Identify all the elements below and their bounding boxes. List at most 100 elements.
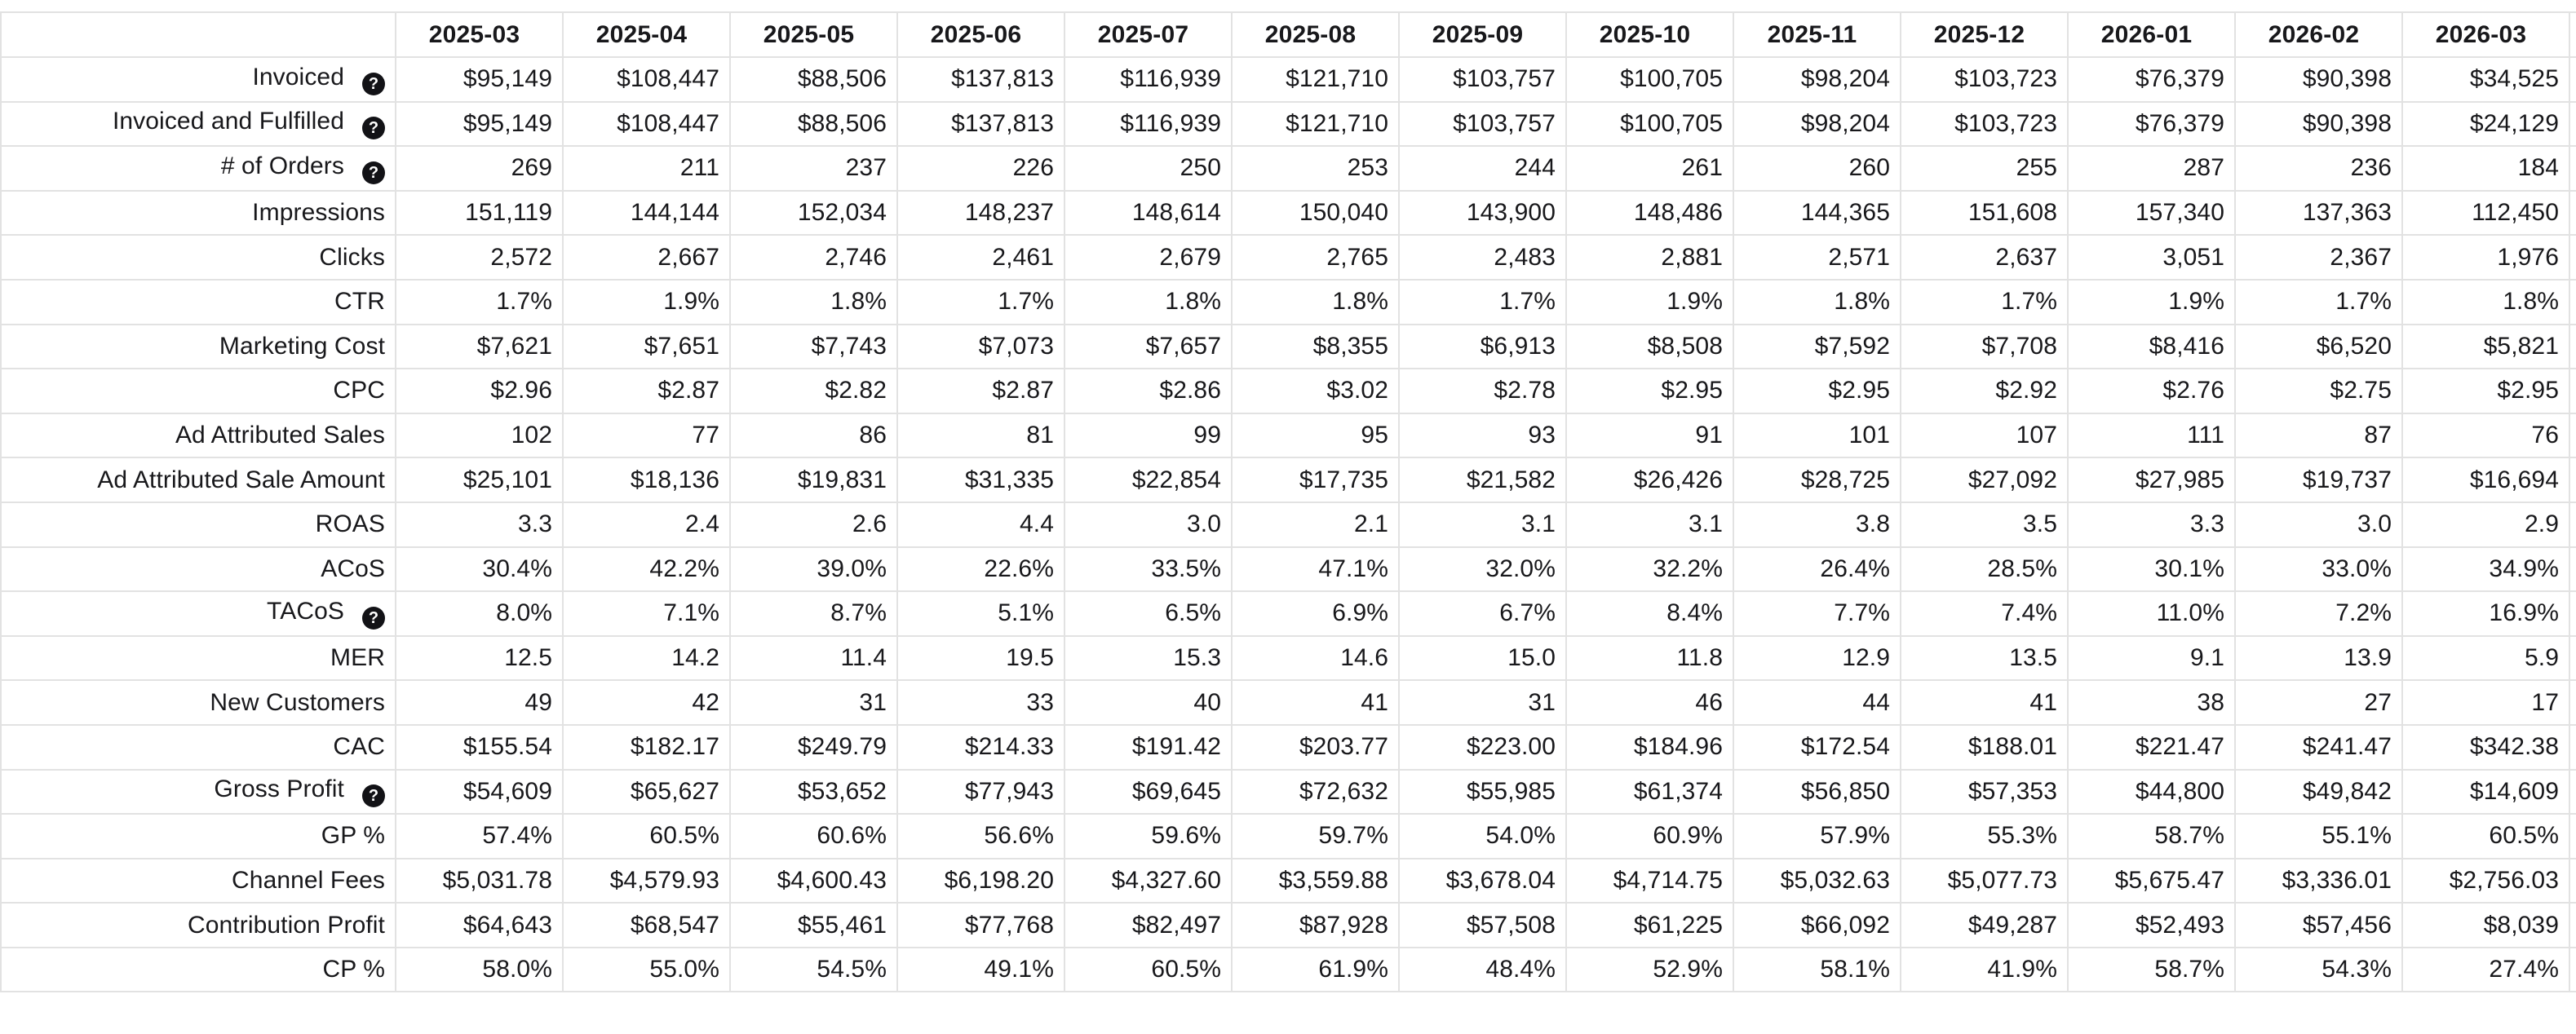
spacer-cell <box>2569 946 2576 993</box>
metric-value: 112,450 <box>2401 189 2570 236</box>
metric-value: $4,600.43 <box>729 857 898 904</box>
metric-value: $90,398 <box>2234 56 2403 103</box>
help-icon[interactable]: ? <box>362 606 385 630</box>
table-row: Contribution Profit $64,643 $68,547 $55,461… <box>0 902 2576 948</box>
metric-value: $108,447 <box>562 56 731 103</box>
column-header: 2025-12 <box>1900 11 2069 58</box>
metric-value: $7,708 <box>1900 323 2069 370</box>
help-icon[interactable]: ? <box>362 72 385 95</box>
metric-value: $77,943 <box>896 768 1065 815</box>
metric-value: 58.1% <box>1733 946 1901 993</box>
corner-cell <box>0 11 396 58</box>
row-label: ROAS <box>315 510 385 538</box>
metric-value: $182.17 <box>562 723 731 771</box>
metrics-table: 2025-03 2025-04 2025-05 2025-06 2025-07 2025-… <box>0 11 2576 993</box>
metric-value: 1.7% <box>896 278 1065 325</box>
metric-value: 143,900 <box>1398 189 1567 236</box>
metric-value: $7,621 <box>395 323 564 370</box>
row-label: CTR <box>334 288 385 316</box>
metric-value: 5.1% <box>896 590 1065 637</box>
help-icon[interactable]: ? <box>362 161 385 184</box>
metric-value: 111 <box>2067 412 2236 459</box>
metric-value: 148,237 <box>896 189 1065 236</box>
metric-value: 58.7% <box>2067 946 2236 993</box>
row-label-cell: Invoiced and Fulfilled? <box>0 100 396 148</box>
metric-value: 3.1 <box>1398 501 1567 548</box>
metric-value: $82,497 <box>1064 902 1233 948</box>
help-icon[interactable]: ? <box>362 117 385 140</box>
metric-value: $214.33 <box>896 723 1065 771</box>
metrics-table-viewport: 2025-03 2025-04 2025-05 2025-06 2025-07 2025-… <box>0 11 2576 1034</box>
metric-value: 12.9 <box>1733 634 1901 682</box>
metric-value: $56,850 <box>1733 768 1901 815</box>
metric-value: $53,652 <box>729 768 898 815</box>
metric-value: 33.5% <box>1064 546 1233 593</box>
row-label-cell: New Customers <box>0 679 396 726</box>
metric-value: $2.82 <box>729 368 898 414</box>
metric-value: $221.47 <box>2067 723 2236 771</box>
metric-value: $2.96 <box>395 368 564 414</box>
metric-value: 60.5% <box>2401 813 2570 859</box>
metric-value: $27,092 <box>1900 457 2069 503</box>
metric-value: $8,508 <box>1565 323 1734 370</box>
help-icon[interactable]: ? <box>362 784 385 808</box>
row-label: ACoS <box>321 555 385 582</box>
table-row: TACoS? 8.0% 7.1% 8.7% 5.1% 6.5% 6.9% 6.7% 8.4% 7.… <box>0 590 2576 637</box>
metric-value: $65,627 <box>562 768 731 815</box>
metric-value: $57,508 <box>1398 902 1567 948</box>
metric-value: 2.1 <box>1231 501 1400 548</box>
metric-value: 101 <box>1733 412 1901 459</box>
row-label: Invoiced <box>252 63 344 91</box>
metric-value: 2,571 <box>1733 234 1901 281</box>
metric-value: $8,355 <box>1231 323 1400 370</box>
metric-value: 261 <box>1565 145 1734 192</box>
metric-value: $103,723 <box>1900 100 2069 148</box>
metric-value: 11.4 <box>729 634 898 682</box>
metric-value: $5,675.47 <box>2067 857 2236 904</box>
row-label-cell: ROAS <box>0 501 396 548</box>
metric-value: 2,461 <box>896 234 1065 281</box>
metric-value: 30.4% <box>395 546 564 593</box>
metric-value: $2,756.03 <box>2401 857 2570 904</box>
metric-value: $54,609 <box>395 768 564 815</box>
metric-value: 15.3 <box>1064 634 1233 682</box>
metric-value: 1.8% <box>2401 278 2570 325</box>
metric-value: $191.42 <box>1064 723 1233 771</box>
metric-value: $76,379 <box>2067 100 2236 148</box>
table-row: GP % 57.4% 60.5% 60.6% 56.6% 59.6% 59.7% 54.0% 6… <box>0 813 2576 859</box>
spacer-cell <box>2569 11 2576 58</box>
metric-value: 93 <box>1398 412 1567 459</box>
metric-value: 2.6 <box>729 501 898 548</box>
metric-value: 22.6% <box>896 546 1065 593</box>
metric-value: 86 <box>729 412 898 459</box>
metric-value: 287 <box>2067 145 2236 192</box>
metric-value: $3,678.04 <box>1398 857 1567 904</box>
spacer-cell <box>2569 412 2576 459</box>
metric-value: 48.4% <box>1398 946 1567 993</box>
metric-value: 59.7% <box>1231 813 1400 859</box>
metric-value: $342.38 <box>2401 723 2570 771</box>
row-label: Clicks <box>319 243 385 271</box>
column-header: 2025-09 <box>1398 11 1567 58</box>
metric-value: $49,287 <box>1900 902 2069 948</box>
spacer-cell <box>2569 634 2576 682</box>
metric-value: 60.5% <box>562 813 731 859</box>
row-label: CPC <box>333 377 385 404</box>
metric-value: $17,735 <box>1231 457 1400 503</box>
metric-value: 14.6 <box>1231 634 1400 682</box>
metric-value: 2,667 <box>562 234 731 281</box>
table-row: CAC $155.54 $182.17 $249.79 $214.33 $191.42 $2… <box>0 723 2576 771</box>
metric-value: 77 <box>562 412 731 459</box>
row-label-cell: Impressions <box>0 189 396 236</box>
spacer-cell <box>2569 189 2576 236</box>
metric-value: 3.5 <box>1900 501 2069 548</box>
metric-value: $88,506 <box>729 100 898 148</box>
row-label-cell: CP % <box>0 946 396 993</box>
metric-value: 58.0% <box>395 946 564 993</box>
metric-value: 56.6% <box>896 813 1065 859</box>
metric-value: $72,632 <box>1231 768 1400 815</box>
row-label-cell: CPC <box>0 368 396 414</box>
spacer-cell <box>2569 501 2576 548</box>
column-header: 2026-03 <box>2401 11 2570 58</box>
spacer-cell <box>2569 145 2576 192</box>
